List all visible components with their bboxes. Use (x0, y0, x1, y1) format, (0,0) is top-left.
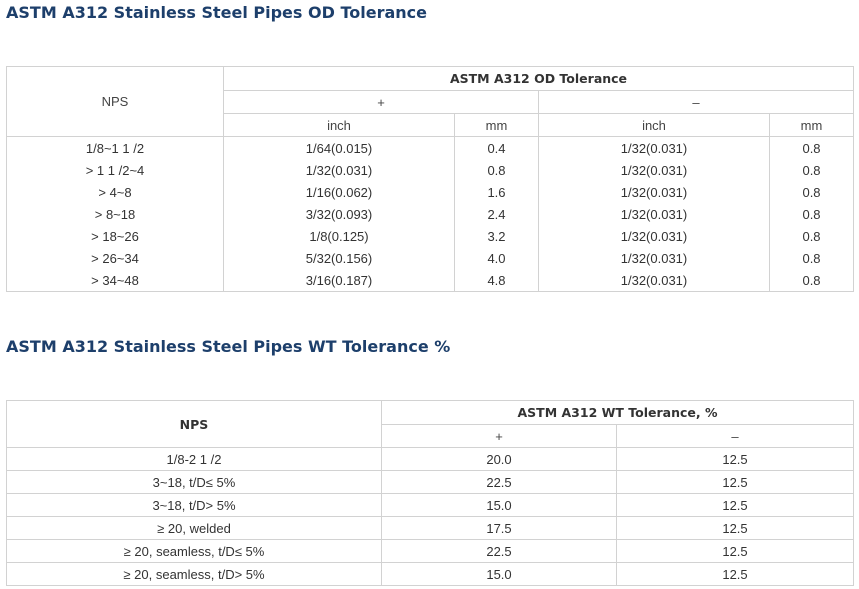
nps-cell: ≥ 20, seamless, t/D> 5% (6, 562, 382, 586)
table-row: 1/8~1 1 /2 1/64(0.015) 0.4 1/32(0.031) 0… (6, 136, 855, 159)
plus-cell: 15.0 (381, 562, 617, 586)
minus-cell: 12.5 (615, 539, 855, 563)
minus-mm-cell: 0.8 (768, 269, 855, 292)
minus-mm-cell: 0.8 (768, 181, 855, 203)
table-row: > 34~48 3/16(0.187) 4.8 1/32(0.031) 0.8 (6, 269, 855, 292)
table-row: > 1 1 /2~4 1/32(0.031) 0.8 1/32(0.031) 0… (6, 159, 855, 181)
table-row: ≥ 20, seamless, t/D≤ 5% 22.5 12.5 (6, 539, 855, 563)
plus-inch-cell: 1/16(0.062) (223, 181, 455, 203)
table-row: 3~18, t/D> 5% 15.0 12.5 (6, 493, 855, 517)
minus-inch-cell: 1/32(0.031) (538, 181, 770, 203)
minus-inch-cell: 1/32(0.031) (538, 159, 770, 181)
nps-header: NPS (6, 66, 224, 137)
plus-header: + (223, 90, 539, 114)
nps-cell: > 1 1 /2~4 (6, 159, 224, 181)
table-row: ≥ 20, seamless, t/D> 5% 15.0 12.5 (6, 562, 855, 586)
plus-inch-cell: 1/64(0.015) (223, 136, 455, 159)
plus-cell: 22.5 (381, 539, 617, 563)
nps-cell: > 26~34 (6, 247, 224, 269)
minus-cell: 12.5 (615, 562, 855, 586)
plus-mm-cell: 2.4 (454, 203, 539, 225)
nps-cell: 3~18, t/D≤ 5% (6, 470, 382, 494)
nps-cell: ≥ 20, seamless, t/D≤ 5% (6, 539, 382, 563)
minus-cell: 12.5 (615, 447, 855, 471)
plus-mm-header: mm (454, 113, 539, 137)
nps-header: NPS (6, 400, 382, 448)
plus-inch-header: inch (223, 113, 455, 137)
plus-inch-cell: 3/16(0.187) (223, 269, 455, 292)
plus-mm-cell: 4.8 (454, 269, 539, 292)
minus-inch-cell: 1/32(0.031) (538, 203, 770, 225)
plus-mm-cell: 3.2 (454, 225, 539, 247)
plus-cell: 17.5 (381, 516, 617, 540)
minus-inch-cell: 1/32(0.031) (538, 136, 770, 159)
table-row: > 18~26 1/8(0.125) 3.2 1/32(0.031) 0.8 (6, 225, 855, 247)
plus-header: + (381, 424, 617, 448)
wt-tolerance-table: NPS ASTM A312 WT Tolerance, % + – 1/8-2 … (6, 400, 855, 586)
minus-mm-cell: 0.8 (768, 247, 855, 269)
od-tolerance-title: ASTM A312 Stainless Steel Pipes OD Toler… (6, 3, 427, 22)
nps-cell: > 8~18 (6, 203, 224, 225)
plus-inch-cell: 5/32(0.156) (223, 247, 455, 269)
minus-header: – (615, 424, 855, 448)
minus-mm-cell: 0.8 (768, 203, 855, 225)
minus-cell: 12.5 (615, 470, 855, 494)
table-row: > 26~34 5/32(0.156) 4.0 1/32(0.031) 0.8 (6, 247, 855, 269)
table-row: > 4~8 1/16(0.062) 1.6 1/32(0.031) 0.8 (6, 181, 855, 203)
minus-inch-cell: 1/32(0.031) (538, 247, 770, 269)
plus-inch-cell: 3/32(0.093) (223, 203, 455, 225)
minus-inch-header: inch (538, 113, 770, 137)
minus-inch-cell: 1/32(0.031) (538, 269, 770, 292)
plus-inch-cell: 1/8(0.125) (223, 225, 455, 247)
plus-mm-cell: 4.0 (454, 247, 539, 269)
od-group-header: ASTM A312 OD Tolerance (222, 66, 855, 91)
plus-mm-cell: 0.8 (454, 159, 539, 181)
minus-inch-cell: 1/32(0.031) (538, 225, 770, 247)
minus-cell: 12.5 (615, 493, 855, 517)
nps-cell: > 34~48 (6, 269, 224, 292)
minus-mm-header: mm (768, 113, 855, 137)
minus-mm-cell: 0.8 (768, 225, 855, 247)
minus-mm-cell: 0.8 (768, 159, 855, 181)
plus-cell: 15.0 (381, 493, 617, 517)
od-tolerance-table: NPS ASTM A312 OD Tolerance + – inch mm i… (6, 66, 855, 292)
minus-mm-cell: 0.8 (768, 136, 855, 159)
table-row: > 8~18 3/32(0.093) 2.4 1/32(0.031) 0.8 (6, 203, 855, 225)
nps-cell: 1/8-2 1 /2 (6, 447, 382, 471)
nps-cell: ≥ 20, welded (6, 516, 382, 540)
nps-cell: > 4~8 (6, 181, 224, 203)
nps-cell: 3~18, t/D> 5% (6, 493, 382, 517)
table-row: ≥ 20, welded 17.5 12.5 (6, 516, 855, 540)
plus-inch-cell: 1/32(0.031) (223, 159, 455, 181)
wt-tolerance-title: ASTM A312 Stainless Steel Pipes WT Toler… (6, 337, 451, 356)
minus-header: – (537, 90, 855, 114)
plus-mm-cell: 1.6 (454, 181, 539, 203)
plus-cell: 20.0 (381, 447, 617, 471)
nps-cell: 1/8~1 1 /2 (6, 136, 224, 159)
wt-group-header: ASTM A312 WT Tolerance, % (380, 400, 855, 425)
plus-mm-cell: 0.4 (454, 136, 539, 159)
table-row: 3~18, t/D≤ 5% 22.5 12.5 (6, 470, 855, 494)
table-row: 1/8-2 1 /2 20.0 12.5 (6, 447, 855, 471)
nps-cell: > 18~26 (6, 225, 224, 247)
plus-cell: 22.5 (381, 470, 617, 494)
minus-cell: 12.5 (615, 516, 855, 540)
